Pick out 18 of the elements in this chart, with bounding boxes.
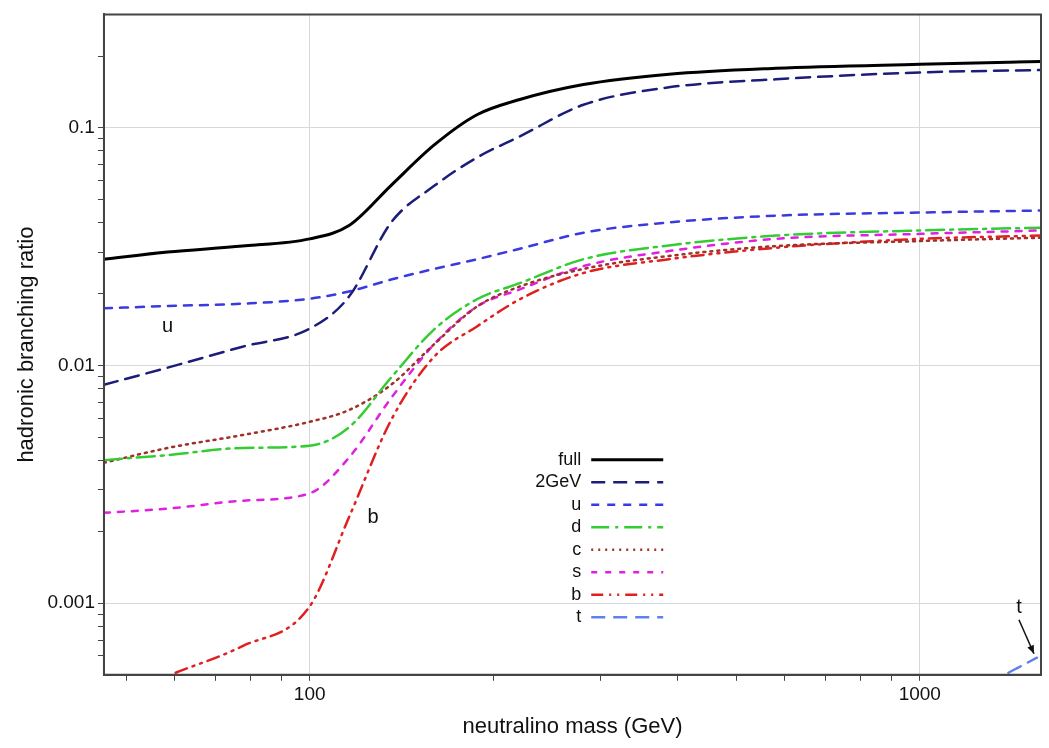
legend-label: u (571, 493, 582, 514)
x-tick-label: 100 (293, 683, 326, 705)
annotation: t (1016, 595, 1023, 618)
annotation: u (162, 313, 174, 336)
legend-label: c (572, 538, 582, 559)
y-axis-title: hadronic branching ratio (13, 226, 39, 463)
y-tick-label: 0.001 (47, 591, 95, 613)
legend-label: b (571, 583, 582, 604)
legend-label: t (576, 606, 582, 627)
y-tick-label: 0.1 (68, 116, 95, 138)
annotation: b (367, 504, 379, 527)
x-tick-label: 1000 (898, 683, 941, 705)
legend-label: s (572, 561, 582, 582)
legend-label: full (558, 448, 582, 469)
legend-label: d (571, 516, 582, 537)
x-axis-title: neutralino mass (GeV) (462, 712, 683, 738)
legend-label: 2GeV (535, 471, 582, 492)
y-tick-label: 0.01 (57, 353, 95, 375)
